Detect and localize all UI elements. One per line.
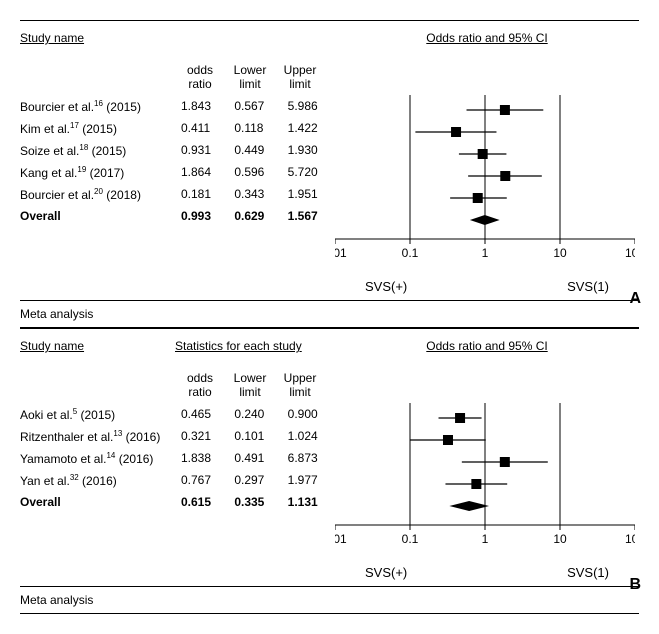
lower-limit: 0.596 bbox=[228, 165, 281, 179]
study-row: Soize et al.18 (2015) 0.931 0.449 1.930 bbox=[20, 139, 335, 161]
svg-text:1: 1 bbox=[482, 246, 489, 260]
panel-A: Study name Odds ratio and 95% CI oddsrat… bbox=[20, 20, 639, 301]
upper-limit: 1.422 bbox=[282, 121, 335, 135]
study-row: Yamamoto et al.14 (2016) 1.838 0.491 6.8… bbox=[20, 447, 335, 469]
upper-limit: 1.930 bbox=[282, 143, 335, 157]
odds-ratio: 0.465 bbox=[175, 407, 228, 421]
svs-left-label: SVS(+) bbox=[365, 565, 407, 580]
study-row: Kim et al.17 (2015) 0.411 0.118 1.422 bbox=[20, 117, 335, 139]
lower-limit: 0.343 bbox=[228, 187, 281, 201]
svg-text:1: 1 bbox=[482, 532, 489, 546]
svg-text:0.01: 0.01 bbox=[335, 532, 347, 546]
svs-axis-labels: SVS(+) SVS(1) bbox=[365, 565, 609, 580]
svs-left-label: SVS(+) bbox=[365, 279, 407, 294]
overall-row: Overall 0.615 0.335 1.131 bbox=[20, 491, 335, 513]
svg-text:0.01: 0.01 bbox=[335, 246, 347, 260]
upper-limit: 6.873 bbox=[282, 451, 335, 465]
panel-label: B bbox=[629, 576, 641, 594]
study-name: Kim et al.17 (2015) bbox=[20, 121, 175, 136]
study-name: Bourcier et al.20 (2018) bbox=[20, 187, 175, 202]
odds-ratio: 0.411 bbox=[175, 121, 228, 135]
col-lower: Lowerlimit bbox=[225, 371, 275, 399]
svg-text:0.1: 0.1 bbox=[402, 246, 419, 260]
or-heading: Odds ratio and 95% CI bbox=[426, 339, 547, 353]
study-name: Ritzenthaler et al.13 (2016) bbox=[20, 429, 175, 444]
panel-label: A bbox=[629, 290, 641, 308]
stat-col-headers: oddsratio Lowerlimit Upperlimit bbox=[175, 371, 335, 399]
meta-analysis-label: Meta analysis bbox=[20, 587, 639, 614]
upper-limit: 1.951 bbox=[282, 187, 335, 201]
stats-heading: Statistics for each study bbox=[175, 339, 302, 353]
svs-axis-labels: SVS(+) SVS(1) bbox=[365, 279, 609, 294]
svs-right-label: SVS(1) bbox=[567, 565, 609, 580]
upper-limit: 1.567 bbox=[282, 209, 335, 223]
upper-limit: 1.977 bbox=[282, 473, 335, 487]
svg-text:10: 10 bbox=[553, 532, 567, 546]
lower-limit: 0.240 bbox=[228, 407, 281, 421]
stat-col-headers: oddsratio Lowerlimit Upperlimit bbox=[175, 63, 335, 91]
study-name: Soize et al.18 (2015) bbox=[20, 143, 175, 158]
upper-limit: 0.900 bbox=[282, 407, 335, 421]
lower-limit: 0.491 bbox=[228, 451, 281, 465]
study-row: Kang et al.19 (2017) 1.864 0.596 5.720 bbox=[20, 161, 335, 183]
lower-limit: 0.297 bbox=[228, 473, 281, 487]
study-heading: Study name bbox=[20, 339, 84, 353]
odds-ratio: 0.615 bbox=[175, 495, 228, 509]
study-name: Kang et al.19 (2017) bbox=[20, 165, 175, 180]
forest-plot: 0.01 0.1 1 10 100 bbox=[335, 95, 635, 269]
col-odds-ratio: oddsratio bbox=[175, 63, 225, 91]
forest-plot: 0.01 0.1 1 10 100 bbox=[335, 403, 635, 555]
upper-limit: 5.986 bbox=[282, 99, 335, 113]
odds-ratio: 1.864 bbox=[175, 165, 228, 179]
lower-limit: 0.118 bbox=[228, 121, 281, 135]
odds-ratio: 0.181 bbox=[175, 187, 228, 201]
svg-text:0.1: 0.1 bbox=[402, 532, 419, 546]
lower-limit: 0.449 bbox=[228, 143, 281, 157]
study-row: Bourcier et al.16 (2015) 1.843 0.567 5.9… bbox=[20, 95, 335, 117]
study-row: Ritzenthaler et al.13 (2016) 0.321 0.101… bbox=[20, 425, 335, 447]
upper-limit: 1.131 bbox=[282, 495, 335, 509]
meta-analysis-label: Meta analysis bbox=[20, 301, 639, 328]
svg-text:100: 100 bbox=[625, 246, 635, 260]
svs-right-label: SVS(1) bbox=[567, 279, 609, 294]
study-row: Bourcier et al.20 (2018) 0.181 0.343 1.9… bbox=[20, 183, 335, 205]
col-odds-ratio: oddsratio bbox=[175, 371, 225, 399]
lower-limit: 0.335 bbox=[228, 495, 281, 509]
study-row: Yan et al.32 (2016) 0.767 0.297 1.977 bbox=[20, 469, 335, 491]
odds-ratio: 1.843 bbox=[175, 99, 228, 113]
study-heading: Study name bbox=[20, 31, 84, 45]
lower-limit: 0.629 bbox=[228, 209, 281, 223]
study-name: Bourcier et al.16 (2015) bbox=[20, 99, 175, 114]
odds-ratio: 0.767 bbox=[175, 473, 228, 487]
odds-ratio: 1.838 bbox=[175, 451, 228, 465]
svg-text:10: 10 bbox=[553, 246, 567, 260]
odds-ratio: 0.321 bbox=[175, 429, 228, 443]
lower-limit: 0.101 bbox=[228, 429, 281, 443]
or-heading: Odds ratio and 95% CI bbox=[426, 31, 547, 45]
col-upper: Upperlimit bbox=[275, 371, 325, 399]
study-name: Yamamoto et al.14 (2016) bbox=[20, 451, 175, 466]
overall-label: Overall bbox=[20, 495, 175, 509]
svg-text:100: 100 bbox=[625, 532, 635, 546]
overall-label: Overall bbox=[20, 209, 175, 223]
overall-row: Overall 0.993 0.629 1.567 bbox=[20, 205, 335, 227]
study-row: Aoki et al.5 (2015) 0.465 0.240 0.900 bbox=[20, 403, 335, 425]
odds-ratio: 0.993 bbox=[175, 209, 228, 223]
study-name: Yan et al.32 (2016) bbox=[20, 473, 175, 488]
odds-ratio: 0.931 bbox=[175, 143, 228, 157]
lower-limit: 0.567 bbox=[228, 99, 281, 113]
upper-limit: 1.024 bbox=[282, 429, 335, 443]
study-name: Aoki et al.5 (2015) bbox=[20, 407, 175, 422]
panel-B: Study name Statistics for each study Odd… bbox=[20, 328, 639, 587]
col-lower: Lowerlimit bbox=[225, 63, 275, 91]
upper-limit: 5.720 bbox=[282, 165, 335, 179]
col-upper: Upperlimit bbox=[275, 63, 325, 91]
